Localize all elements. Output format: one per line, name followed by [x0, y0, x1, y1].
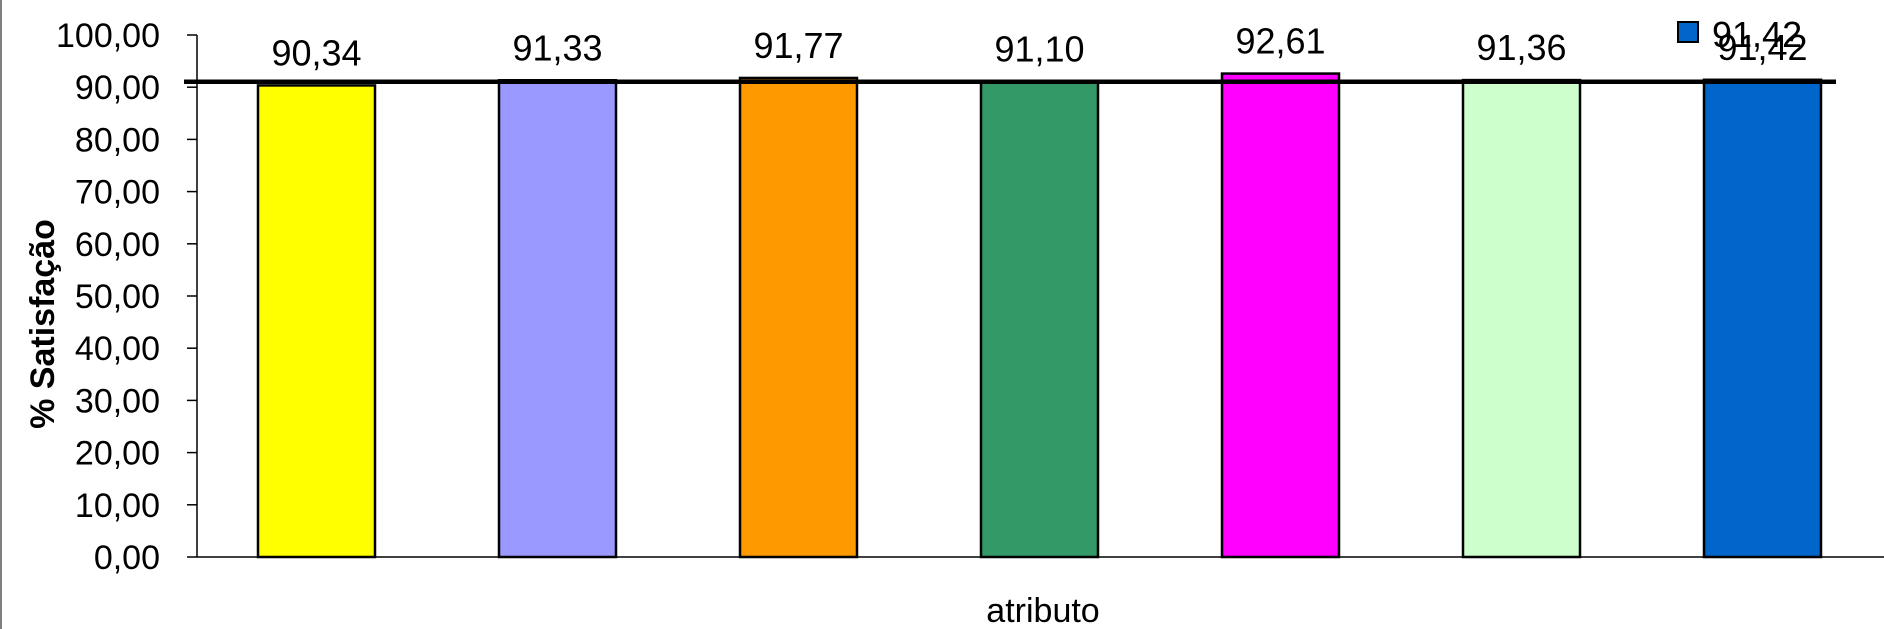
bar-value-label: 91,33 [512, 27, 602, 68]
y-tick-label: 50,00 [75, 278, 160, 316]
y-tick-label: 10,00 [75, 487, 160, 525]
y-tick-label: 30,00 [75, 382, 160, 420]
bar [1702, 78, 1823, 559]
legend-label: 91,42 [1712, 14, 1802, 55]
x-axis-title: atributo [986, 592, 1099, 629]
bar [256, 84, 377, 559]
y-tick-label: 40,00 [75, 330, 160, 368]
bar-value-label: 91,10 [994, 28, 1084, 69]
bar [497, 79, 618, 559]
y-tick-label: 60,00 [75, 226, 160, 264]
legend-swatch [1677, 21, 1699, 43]
y-axis-title: % Satisfação [24, 219, 62, 429]
y-tick-label: 20,00 [75, 435, 160, 473]
y-tick-label: 100,00 [56, 17, 160, 55]
bar-value-label: 91,42 [1717, 27, 1807, 68]
bar-value-label: 91,36 [1476, 27, 1566, 68]
y-tick-label: 70,00 [75, 174, 160, 212]
bar-value-label: 90,34 [271, 32, 361, 73]
bar-value-label: 91,77 [753, 25, 843, 66]
bar [1220, 72, 1341, 559]
y-tick-label: 0,00 [94, 539, 160, 577]
bar [738, 76, 859, 559]
y-tick-label: 80,00 [75, 121, 160, 159]
y-tick-label: 90,00 [75, 69, 160, 107]
bar [1461, 78, 1582, 559]
bar-value-label: 92,61 [1235, 21, 1325, 62]
bar [979, 80, 1100, 559]
